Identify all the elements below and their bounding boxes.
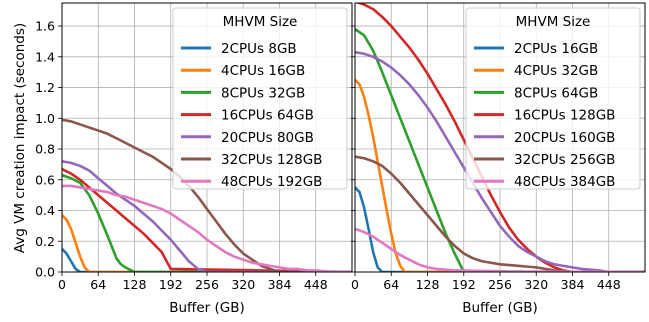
series-line-5 [355, 50, 645, 272]
legend-entry: 48CPUs 384GB [514, 174, 615, 190]
x-tick-label: 128 [416, 277, 440, 292]
x-tick-label: 448 [304, 277, 328, 292]
y-tick-label: 1.0 [35, 111, 55, 126]
legend-entry: 20CPUs 160GB [514, 130, 615, 146]
x-tick-label: 448 [597, 277, 621, 292]
legend-entry: 20CPUs 80GB [221, 130, 314, 146]
x-axis-label: Buffer (GB) [462, 300, 538, 316]
y-axis-label: Avg VM creation impact (seconds) [12, 23, 28, 253]
x-tick-label: 64 [90, 277, 106, 292]
y-tick-label: 1.6 [35, 19, 55, 34]
x-tick-label: 0 [58, 277, 66, 292]
left-panel: 0 64 128 192 256 320 384 448 0.0 0.2 0.4 0.6 0.8 1.0 1… [35, 2, 353, 316]
y-tick-label: 0.2 [35, 234, 55, 249]
legend: MHVM Size 2CPUs 16GB 4CPUs 32GB 8CPUs 64GB 1… [465, 7, 641, 190]
x-tick-label: 384 [561, 277, 585, 292]
x-tick-label: 320 [231, 277, 255, 292]
series-lines [62, 118, 352, 272]
legend-entry: 8CPUs 32GB [221, 85, 305, 101]
series-line-6 [355, 155, 645, 272]
x-axis-label: Buffer (GB) [169, 300, 245, 316]
legend-entry: 48CPUs 192GB [221, 174, 322, 190]
x-tick-label: 256 [195, 277, 219, 292]
y-tick-label: 0.4 [35, 203, 55, 218]
right-panel: 0 64 128 192 256 320 384 448 Buffer (GB) MHVM Siz… [351, 2, 646, 316]
legend-box [172, 7, 348, 190]
series-line-3 [355, 27, 645, 272]
legend-entry: 32CPUs 256GB [514, 152, 615, 168]
legend-entry: 16CPUs 64GB [221, 108, 314, 124]
x-tick-label: 384 [268, 277, 292, 292]
legend: MHVM Size 2CPUs 8GB 4CPUs 16GB 8CPUs 32GB 16… [172, 7, 348, 190]
legend-title: MHVM Size [516, 14, 591, 30]
y-tick-label: 0.0 [35, 265, 55, 280]
legend-entry: 4CPUs 32GB [514, 63, 598, 79]
legend-entry: 4CPUs 16GB [221, 63, 305, 79]
series-line-1 [62, 247, 352, 272]
x-tick-label: 128 [123, 277, 147, 292]
x-tick-label: 0 [351, 277, 359, 292]
legend-entry: 16CPUs 128GB [514, 108, 615, 124]
x-tick-label: 320 [524, 277, 548, 292]
legend-entry: 8CPUs 64GB [514, 85, 598, 101]
series-line-7 [62, 184, 352, 272]
series-line-5 [62, 160, 352, 272]
legend-entry: 2CPUs 16GB [514, 41, 598, 57]
legend-entry: 2CPUs 8GB [221, 41, 297, 57]
y-tick-label: 1.4 [35, 49, 55, 64]
series-line-2 [355, 78, 645, 272]
y-tick-label: 0.6 [35, 172, 55, 187]
x-tick-label: 64 [383, 277, 399, 292]
x-tick-label: 192 [452, 277, 476, 292]
x-tick-label: 256 [488, 277, 512, 292]
legend-entry: 32CPUs 128GB [221, 152, 322, 168]
series-line-2 [62, 213, 352, 272]
legend-title: MHVM Size [223, 14, 298, 30]
x-tick-label: 192 [159, 277, 183, 292]
legend-box [465, 7, 641, 190]
series-line-3 [62, 173, 352, 272]
series-line-4 [62, 167, 352, 272]
y-tick-label: 0.8 [35, 142, 55, 157]
series-line-1 [355, 185, 645, 272]
y-tick-label: 1.2 [35, 80, 55, 95]
